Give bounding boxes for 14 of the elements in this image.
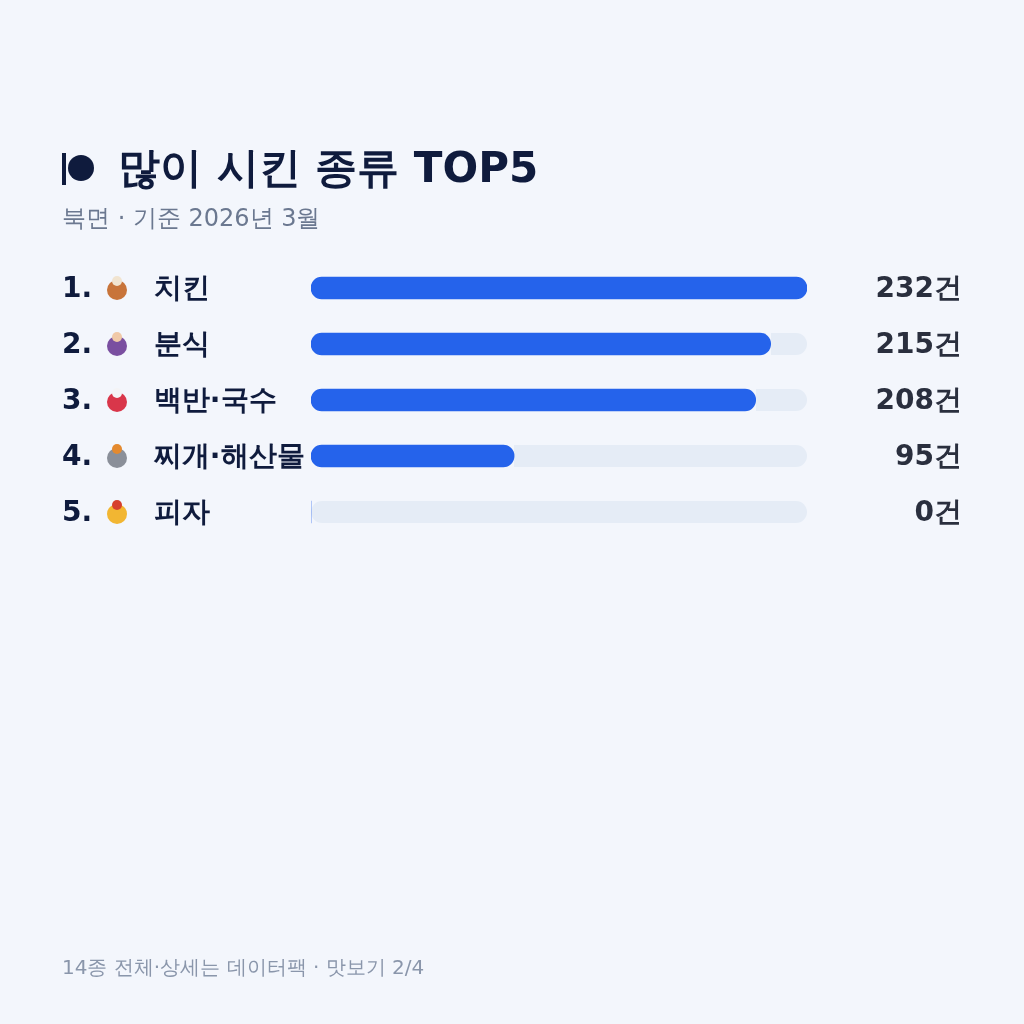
bar	[311, 276, 807, 300]
data-label: 95건	[895, 438, 962, 474]
data-label: 215건	[875, 326, 962, 362]
data-label: 232건	[875, 270, 962, 306]
chart-subtitle: 북면 · 기준 2026년 3월	[62, 203, 321, 234]
text: 14종 전체·상세는 데이터팩 · 맛보기 2/4	[62, 954, 425, 981]
data-label: 0건	[914, 494, 962, 530]
data-label: 208건	[875, 382, 962, 418]
chart-title: 많이 시킨 종류 TOP5	[118, 142, 539, 194]
y-tick-label: 3. 백반·국수	[62, 382, 277, 418]
y-tick-label: 2. 분식	[62, 326, 210, 362]
y-tick-label: 4. 찌개·해산물	[62, 438, 305, 474]
y-tick-label: 5. 피자	[62, 494, 210, 530]
y-tick-label: 1. 치킨	[62, 270, 210, 306]
